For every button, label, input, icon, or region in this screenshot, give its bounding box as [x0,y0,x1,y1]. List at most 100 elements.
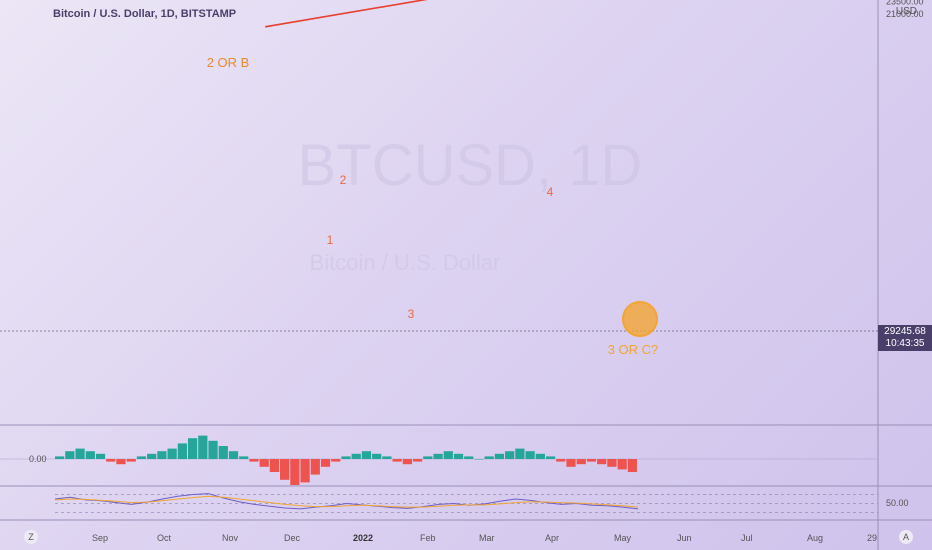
oscillator-bar [484,456,494,459]
oscillator-bar [147,453,157,459]
watermark-symbol: BTCUSD, 1D [298,133,643,198]
oscillator-bar [177,443,187,459]
oscillator-bar [535,453,545,459]
wave-annotation: 2 [340,173,347,187]
oscillator-bar [300,459,310,483]
auto-scale-button[interactable]: A [899,530,913,544]
x-tick-label: Jul [741,533,753,543]
oscillator-bar [218,446,228,459]
oscillator-bar [566,459,576,467]
wave-annotation: 4 [547,185,554,199]
oscillator-bar [95,453,106,459]
oscillator-bar [106,459,116,462]
rsi-ma-line [54,495,639,508]
oscillator-pane [0,435,878,485]
oscillator-bar [239,456,249,459]
x-tick-label: Mar [479,533,495,543]
oscillator-bar [576,459,586,465]
oscillator-bar [75,448,85,459]
oscillator-bar [586,459,597,462]
oscillator-bar [412,459,423,462]
highlight-circle [622,301,658,337]
oscillator-bar [392,459,402,462]
oscillator-bar [136,456,147,459]
oscillator-bar [320,459,331,467]
oscillator-bar [361,451,372,459]
annotations: 2 OR B 2 1 3 4 3 OR C? [207,55,659,357]
oscillator-bar [259,459,269,467]
watermark-name: Bitcoin / U.S. Dollar [310,250,501,275]
last-price-value: 29245.68 [884,326,926,337]
oscillator-bar [290,459,300,485]
oscillator-bar [55,456,65,459]
oscillator-bar [443,451,453,459]
chart-title: Bitcoin / U.S. Dollar, 1D, BITSTAMP [53,8,237,20]
x-tick-label: Apr [545,533,560,543]
x-tick-label: Nov [222,533,239,543]
x-tick-label: 2022 [353,533,374,543]
oscillator-bar [474,459,484,460]
oscillator-bar [525,451,535,459]
oscillator-bar [249,459,259,462]
x-tick-label: Jun [677,533,692,543]
oscillator-bar [597,459,607,465]
x-tick-label: May [614,533,632,543]
oscillator-bar [617,459,627,470]
y-axis-ticks: 110000.00100000.0090000.0080000.0068000.… [886,0,924,19]
wave-annotation: 1 [327,233,334,247]
oscillator-bar [269,459,280,472]
currency-label[interactable]: USD [895,6,917,17]
wave-annotation: 2 OR B [207,55,250,70]
oscillator-bar [556,459,566,462]
oscillator-bar [382,456,392,459]
oscillator-bar [198,435,208,459]
oscillator-bar [515,448,525,459]
oscillator-bar [433,453,443,459]
oscillator-bar [208,440,218,459]
oscillator-bar [505,451,515,459]
oscillator-bar [464,456,474,459]
oscillator-bar [167,448,177,459]
oscillator-bar [126,459,136,462]
rsi-pane [54,493,878,513]
last-price-countdown: 10:43:35 [885,338,925,349]
x-tick-label: Oct [157,533,172,543]
y-tick-label: 21000.00 [886,9,924,19]
oscillator-bar [372,453,382,459]
y-tick-label: 23500.00 [886,0,924,6]
wave-annotation: 3 [408,307,415,321]
oscillator-bar [627,459,637,472]
oscillator-bar [187,438,198,459]
x-tick-label: Sep [92,533,109,543]
oscillator-bar [280,459,290,480]
oscillator-bar [545,456,556,459]
oscillator-bar [607,459,617,467]
oscillator-bar [157,451,167,459]
trend-line [264,0,428,28]
oscillator-bar [65,451,75,459]
last-price-tag: 29245.68 10:43:35 [878,325,932,351]
x-tick-label: Dec [284,533,301,543]
oscillator-bar [402,459,412,465]
oscillator-bar [310,459,320,475]
zoom-button[interactable]: Z [24,530,38,544]
wave-annotation: 3 OR C? [608,342,659,357]
oscillator-bar [453,453,464,459]
rsi-line [54,493,639,510]
oscillator-zero-label: 0.00 [29,454,47,464]
oscillator-bar [116,459,126,465]
oscillator-bar [228,451,239,459]
drawn-lines [264,0,428,28]
x-tick-label: 29 [867,533,878,543]
x-tick-label: Aug [807,533,824,543]
oscillator-bar [85,451,95,459]
rsi-level-label: 50.00 [886,498,909,508]
oscillator-bar [351,453,361,459]
oscillator-bar [341,456,351,459]
oscillator-bar [423,456,433,459]
oscillator-bar [331,459,341,462]
x-tick-label: Feb [420,533,436,543]
oscillator-bar [494,453,505,459]
